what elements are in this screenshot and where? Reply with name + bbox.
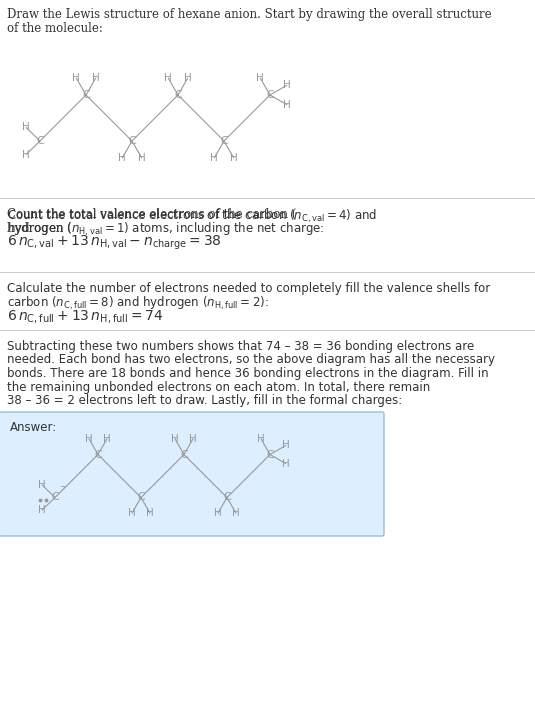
- Text: C: C: [128, 136, 136, 146]
- Text: H: H: [22, 122, 30, 132]
- Text: H: H: [256, 73, 264, 83]
- Text: H: H: [85, 434, 93, 444]
- Text: C: C: [223, 493, 231, 503]
- Text: H: H: [214, 508, 222, 518]
- Text: H: H: [118, 153, 126, 163]
- Text: H: H: [257, 434, 265, 444]
- Text: $6\,n_\mathrm{C,full} + 13\,n_\mathrm{H,full} = 74$: $6\,n_\mathrm{C,full} + 13\,n_\mathrm{H,…: [7, 308, 163, 325]
- Text: C: C: [94, 449, 102, 459]
- Text: H: H: [189, 434, 197, 444]
- Text: carbon ($n_\mathrm{C,full} = 8$) and hydrogen ($n_\mathrm{H,full} = 2$):: carbon ($n_\mathrm{C,full} = 8$) and hyd…: [7, 295, 269, 312]
- Text: H: H: [210, 153, 218, 163]
- Text: H: H: [38, 480, 46, 490]
- Text: 38 – 36 = 2 electrons left to draw. Lastly, fill in the formal charges:: 38 – 36 = 2 electrons left to draw. Last…: [7, 394, 402, 407]
- Text: C: C: [137, 493, 145, 503]
- Text: C: C: [180, 449, 188, 459]
- Text: of the molecule:: of the molecule:: [7, 22, 103, 35]
- Text: Count the total valence electrons of the carbon (: Count the total valence electrons of the…: [7, 208, 296, 221]
- Text: hydrogen ($n_\mathrm{H,val} = 1$) atoms, including the net charge:: hydrogen ($n_\mathrm{H,val} = 1$) atoms,…: [7, 221, 325, 239]
- Text: H: H: [22, 150, 30, 159]
- Text: −: −: [58, 481, 66, 490]
- Text: H: H: [92, 73, 100, 83]
- Text: H: H: [283, 100, 291, 110]
- Text: H: H: [38, 505, 46, 515]
- Text: C: C: [174, 90, 182, 100]
- Text: hydrogen (: hydrogen (: [7, 222, 72, 235]
- Text: Answer:: Answer:: [10, 421, 57, 434]
- Text: the remaining unbonded electrons on each atom. In total, there remain: the remaining unbonded electrons on each…: [7, 380, 430, 394]
- Text: C: C: [220, 136, 228, 146]
- Text: Count the total valence electrons of the carbon ($n_\mathrm{C,val} = 4$) and: Count the total valence electrons of the…: [7, 208, 377, 226]
- Text: bonds. There are 18 bonds and hence 36 bonding electrons in the diagram. Fill in: bonds. There are 18 bonds and hence 36 b…: [7, 367, 488, 380]
- Text: C: C: [36, 136, 44, 146]
- Text: C: C: [82, 90, 90, 100]
- Text: H: H: [171, 434, 179, 444]
- Text: needed. Each bond has two electrons, so the above diagram has all the necessary: needed. Each bond has two electrons, so …: [7, 353, 495, 367]
- Text: Draw the Lewis structure of hexane anion. Start by drawing the overall structure: Draw the Lewis structure of hexane anion…: [7, 8, 492, 21]
- Text: H: H: [282, 441, 289, 451]
- Text: H: H: [164, 73, 172, 83]
- Text: H: H: [282, 459, 289, 468]
- Text: H: H: [138, 153, 146, 163]
- FancyBboxPatch shape: [0, 412, 384, 536]
- Text: H: H: [103, 434, 111, 444]
- Text: H: H: [128, 508, 136, 518]
- Text: H: H: [72, 73, 80, 83]
- Text: C: C: [266, 90, 274, 100]
- Text: Calculate the number of electrons needed to completely fill the valence shells f: Calculate the number of electrons needed…: [7, 282, 490, 295]
- Text: H: H: [283, 80, 291, 90]
- Text: $6\,n_\mathrm{C,val} + 13\,n_\mathrm{H,val} - n_\mathrm{charge} = 38$: $6\,n_\mathrm{C,val} + 13\,n_\mathrm{H,v…: [7, 234, 222, 252]
- Text: Subtracting these two numbers shows that 74 – 38 = 36 bonding electrons are: Subtracting these two numbers shows that…: [7, 340, 474, 353]
- Text: H: H: [146, 508, 154, 518]
- Text: H: H: [184, 73, 192, 83]
- Text: C: C: [266, 449, 274, 459]
- Text: H: H: [230, 153, 238, 163]
- Text: C: C: [51, 493, 59, 503]
- Text: H: H: [232, 508, 240, 518]
